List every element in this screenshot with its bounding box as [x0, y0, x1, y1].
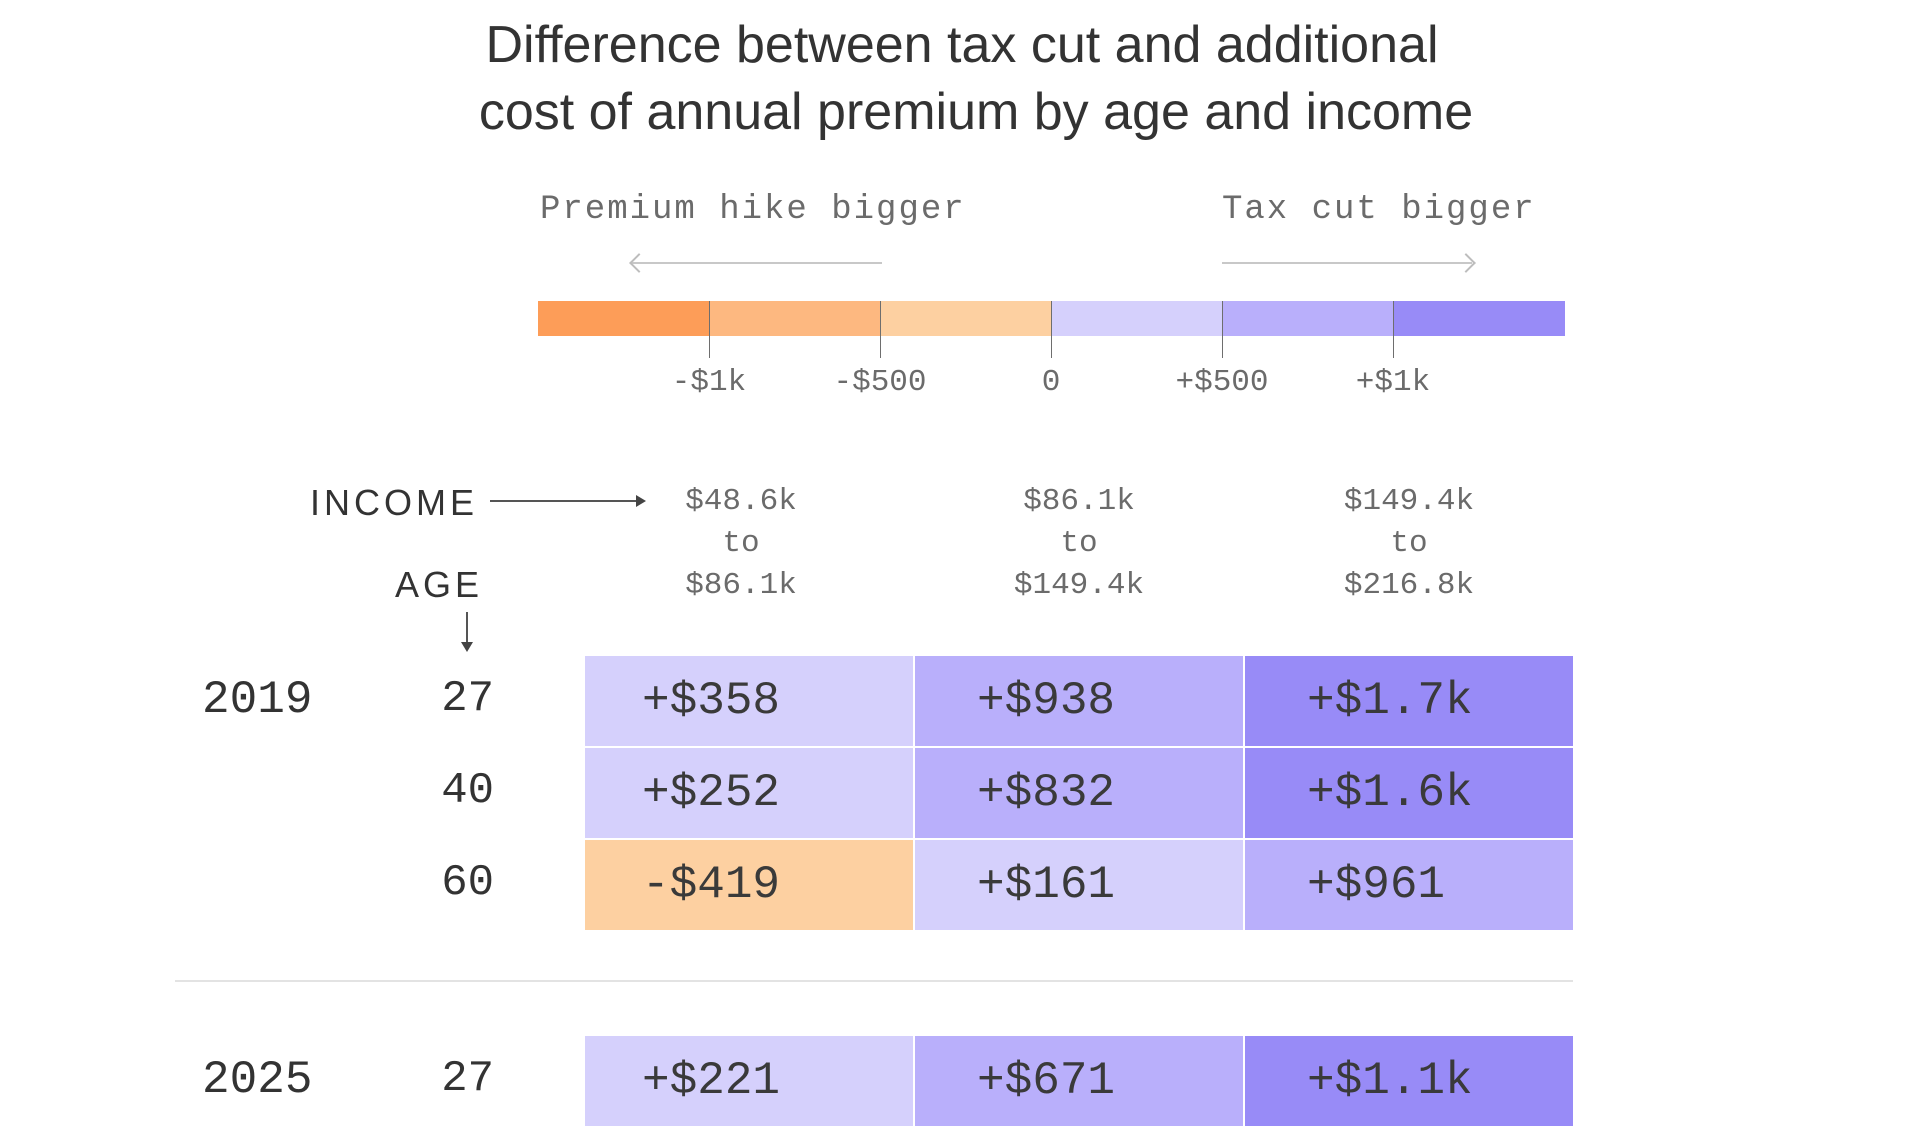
- group-divider: [175, 980, 1573, 982]
- chart-title: Difference between tax cut and additiona…: [0, 12, 1920, 146]
- scale-tick: [709, 301, 710, 358]
- heatmap-cell: +$1.7k: [1245, 656, 1573, 746]
- scale-segment: [880, 301, 1052, 336]
- age-label: 27: [441, 1054, 494, 1104]
- column-header-income-1: $48.6k to $86.1k: [591, 481, 891, 607]
- age-axis-label: AGE: [395, 564, 484, 605]
- heatmap: 2019 27 +$358 +$938 +$1.7k 40 +$252 +$832 +$1.6k…: [175, 656, 1573, 1126]
- heatmap-cell: +$671: [915, 1036, 1243, 1126]
- column-header-line: $86.1k: [1023, 484, 1135, 519]
- column-header-income-3: $149.4k to $216.8k: [1259, 481, 1559, 607]
- heatmap-cell: +$832: [915, 748, 1243, 838]
- income-axis-label: INCOME: [310, 482, 478, 523]
- scale-tick: [1393, 301, 1394, 358]
- scale-segment: [1051, 301, 1223, 336]
- column-header-line: $86.1k: [685, 568, 797, 603]
- year-label: 2019: [202, 674, 313, 726]
- scale-segment: [538, 301, 710, 336]
- age-label: 27: [441, 674, 494, 724]
- column-header-line: $149.4k: [1013, 568, 1145, 603]
- heatmap-cell: +$1.6k: [1245, 748, 1573, 838]
- column-header-line: $216.8k: [1343, 568, 1475, 603]
- scale-tick-label: -$1k: [671, 365, 747, 400]
- heatmap-cell: +$938: [915, 656, 1243, 746]
- heatmap-cell: +$221: [585, 1036, 913, 1126]
- age-label: 60: [441, 858, 494, 908]
- column-header-income-2: $86.1k to $149.4k: [929, 481, 1229, 607]
- heatmap-cell: +$252: [585, 748, 913, 838]
- scale-tick: [1051, 301, 1052, 358]
- year-label: 2025: [202, 1054, 313, 1106]
- scale-tick-label: +$500: [1175, 365, 1269, 400]
- scale-tick: [880, 301, 881, 358]
- heatmap-cell: +$961: [1245, 840, 1573, 930]
- color-scale: -$1k -$500 0 +$500 +$1k: [538, 301, 1565, 400]
- age-label: 40: [441, 766, 494, 816]
- scale-tick-label: 0: [1041, 365, 1061, 400]
- scale-tick-label: -$500: [833, 365, 927, 400]
- scale-tick: [1222, 301, 1223, 358]
- chart-title-line-2: cost of annual premium by age and income: [478, 83, 1474, 141]
- heatmap-cell: +$161: [915, 840, 1243, 930]
- legend-left-label: Premium hike bigger: [540, 191, 966, 229]
- column-header-line: to: [722, 526, 760, 561]
- scale-segment: [1393, 301, 1565, 336]
- scale-segment: [1222, 301, 1394, 336]
- column-header-line: to: [1060, 526, 1098, 561]
- heatmap-cell: +$358: [585, 656, 913, 746]
- scale-segment: [709, 301, 881, 336]
- column-header-line: to: [1390, 526, 1428, 561]
- legend-right-label: Tax cut bigger: [1222, 191, 1536, 229]
- scale-tick-label: +$1k: [1355, 365, 1431, 400]
- column-header-line: $149.4k: [1343, 484, 1475, 519]
- chart-title-line-1: Difference between tax cut and additiona…: [485, 16, 1439, 74]
- heatmap-cell: -$419: [585, 840, 913, 930]
- column-header-line: $48.6k: [685, 484, 797, 519]
- heatmap-cell: +$1.1k: [1245, 1036, 1573, 1126]
